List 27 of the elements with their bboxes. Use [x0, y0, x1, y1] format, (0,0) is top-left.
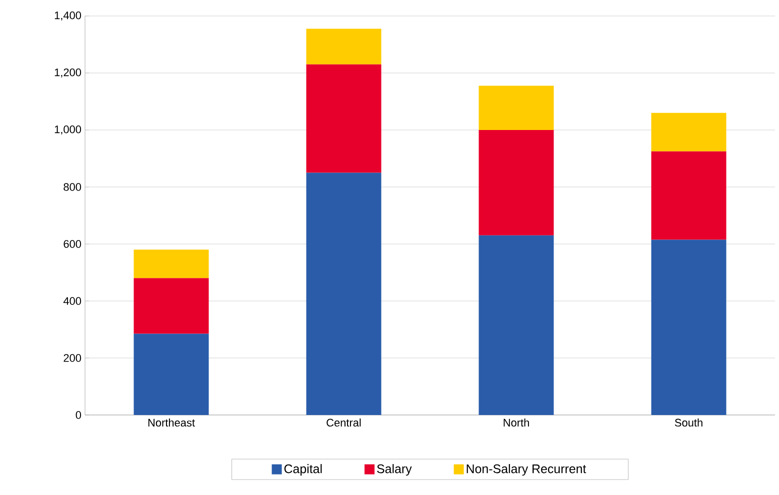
- bar: [134, 250, 209, 278]
- y-tick-label: 600: [64, 240, 82, 248]
- bar: [306, 64, 382, 173]
- bar: [651, 151, 726, 240]
- y-tick-label: 1,400: [54, 11, 82, 21]
- x-tick-label: North: [504, 418, 529, 427]
- bar: [306, 172, 382, 415]
- y-tick-label: 400: [63, 297, 82, 305]
- legend-label: Salary: [377, 464, 412, 476]
- x-tick-label: Central: [326, 418, 361, 427]
- legend-label: Capital: [284, 464, 322, 476]
- bar: [478, 130, 554, 236]
- bar: [306, 28, 382, 64]
- bar: [134, 334, 209, 415]
- y-tick-label: 200: [64, 354, 82, 362]
- x-tick-label: Northeast: [148, 418, 195, 427]
- bar: [478, 235, 554, 415]
- legend-label: Non-Salary Recurrent: [466, 464, 586, 476]
- y-tick-label: 800: [64, 183, 82, 191]
- y-tick-label: 1,200: [54, 68, 82, 78]
- bar: [478, 86, 554, 130]
- x-tick-label: South: [674, 418, 702, 427]
- bar: [651, 112, 726, 152]
- bar: [651, 240, 726, 415]
- y-tick-label: 1,000: [54, 125, 82, 135]
- y-tick-label: 0: [76, 411, 82, 419]
- bar: [134, 278, 209, 334]
